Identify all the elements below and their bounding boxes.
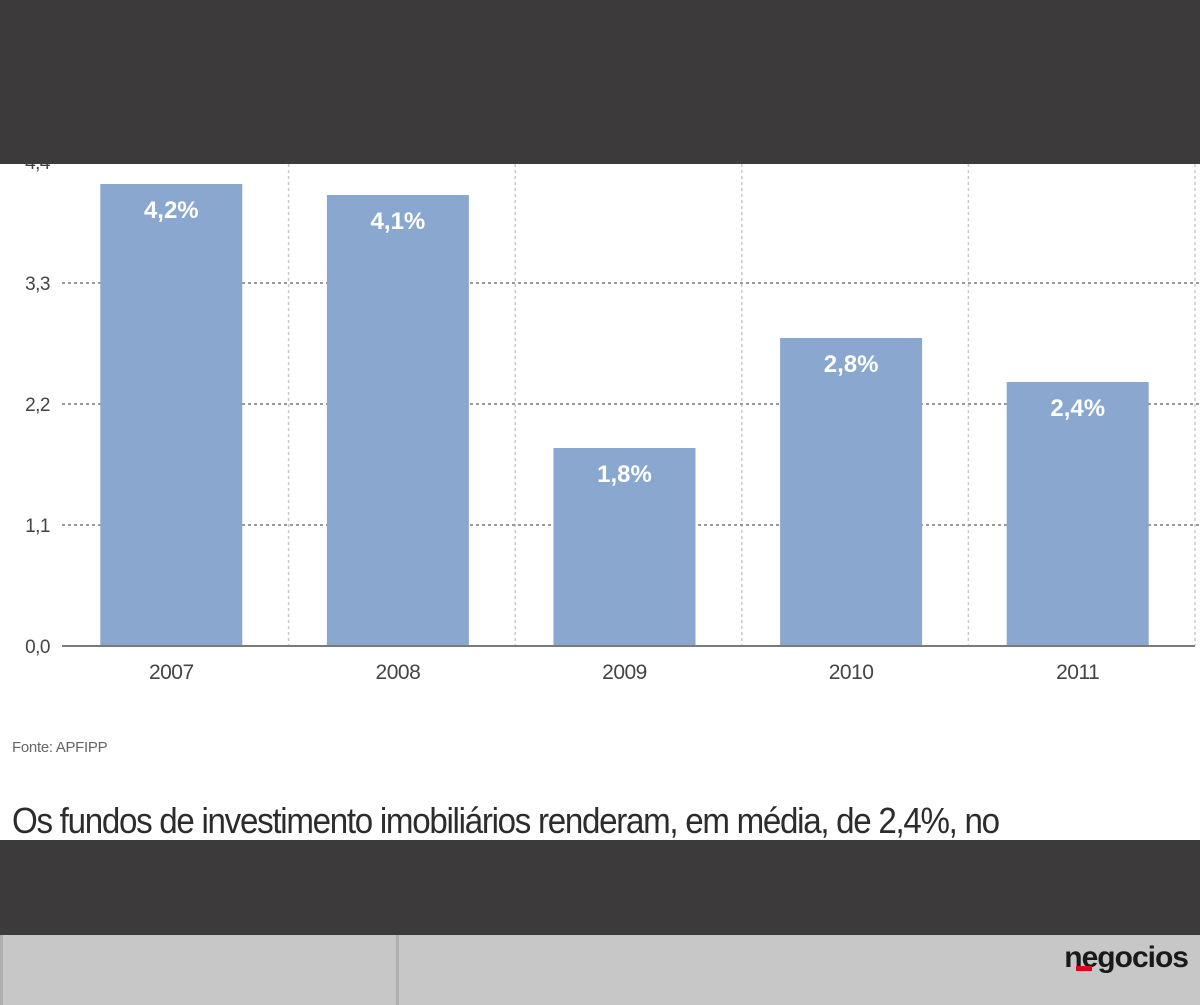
chart-panel: 0,0 1,1 2,2 3,3 4,4 4,2% 2007 4,1% 2008 1,8% 2009 2… [0, 164, 1200, 840]
x-tick-label: 2007 [149, 661, 194, 684]
footer-cell-right [399, 935, 1200, 1005]
x-tick-label: 2009 [602, 661, 647, 684]
bar-data-label: 4,2% [144, 197, 199, 224]
bar-2009 [553, 448, 696, 646]
y-tick-label: 0,0 [25, 637, 50, 658]
bar-data-label: 4,1% [371, 208, 426, 235]
bar-2007 [100, 184, 243, 646]
x-tick-label: 2010 [829, 661, 874, 684]
y-tick-label: 4,4 [25, 164, 51, 174]
x-tick-label: 2011 [1056, 661, 1099, 684]
bar-data-label: 2,8% [824, 351, 879, 378]
bottom-dark-band [0, 840, 1200, 935]
top-dark-band [0, 0, 1200, 164]
footer-cell-left [0, 935, 399, 1005]
chart-source: Fonte: APFIPP [12, 739, 108, 756]
y-tick-label: 1,1 [25, 516, 50, 537]
bar-2008 [326, 195, 469, 646]
y-tick-label: 3,3 [25, 274, 50, 295]
footer-bar: negocios [0, 935, 1200, 1005]
y-tick-label: 2,2 [25, 395, 50, 416]
bar-2011 [1006, 382, 1149, 646]
logo-accent-mark [1076, 966, 1092, 971]
bar-2010 [780, 338, 923, 646]
x-tick-label: 2008 [376, 661, 421, 684]
bar-data-label: 2,4% [1050, 395, 1105, 422]
bar-chart: 0,0 1,1 2,2 3,3 4,4 4,2% 2007 4,1% 2008 1,8% 2009 2… [25, 164, 1200, 684]
bar-data-label: 1,8% [597, 461, 652, 488]
article-caption: Os fundos de investimento imobiliários r… [12, 800, 1000, 840]
